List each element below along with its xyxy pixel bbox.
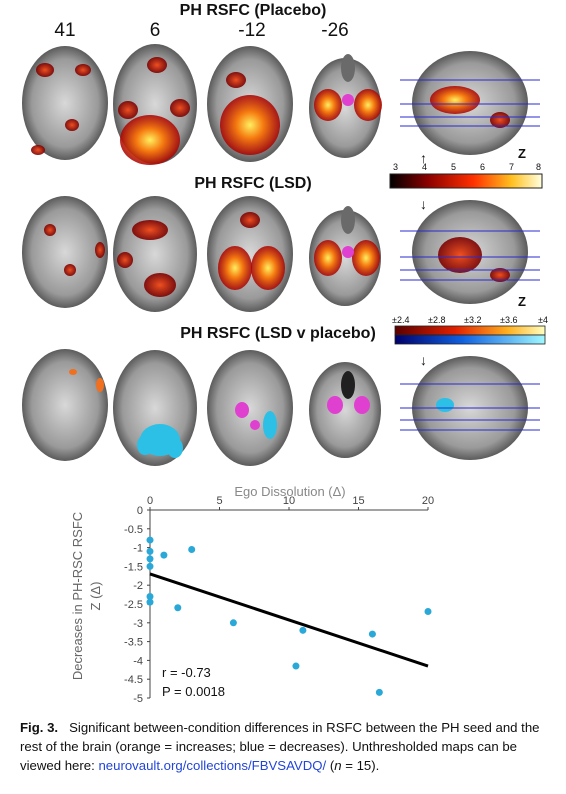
y-tick-label: -2.5	[124, 599, 143, 611]
colorbar-2-tick: ±2.8	[428, 315, 446, 325]
colorbar-2-negative	[394, 334, 546, 345]
y-tick-label: -1	[133, 543, 143, 555]
slice-label-neg12: -12	[238, 20, 266, 41]
y-tick-label: 0	[137, 505, 143, 517]
figure-caption: Fig. 3. Significant between-condition di…	[20, 718, 550, 775]
caption-label: Fig. 3.	[20, 720, 59, 735]
up-arrow-icon: ↑	[420, 150, 427, 166]
y-tick-label: -2	[133, 580, 143, 592]
y-axis-label-line2: Z (Δ)	[88, 582, 103, 611]
y-tick-label: -4	[133, 655, 143, 667]
colorbar-1-tick: 3	[393, 162, 399, 172]
data-point	[146, 598, 154, 606]
slice-label-neg26: -26	[321, 20, 349, 41]
x-tick-label: 15	[352, 495, 364, 507]
data-point	[174, 604, 182, 612]
caption-text: Significant between-condition difference…	[20, 720, 540, 773]
colorbar-1-tick: 4	[422, 162, 428, 172]
chart-axes: 0 5 10 15 20 0 -0.5 -1 -1.5 -2 -2.5 -3 -3.5 -4 -4.5 -5	[124, 495, 434, 705]
data-point	[375, 688, 383, 696]
data-point	[146, 562, 154, 570]
data-point	[160, 551, 168, 559]
colorbar-2-tick: ±4	[538, 315, 548, 325]
data-point	[292, 662, 300, 670]
x-tick-label: 0	[147, 495, 153, 507]
caption-n: n	[334, 758, 342, 773]
colorbar-1-tick: 6	[480, 162, 486, 172]
down-arrow-icon: ↓	[420, 352, 427, 368]
row2-brains	[22, 196, 540, 312]
colorbar-1-ticks: 3 4 5 6 7 8	[390, 162, 544, 174]
data-point	[146, 536, 154, 544]
colorbar-1-tick: 5	[451, 162, 457, 172]
data-point	[229, 619, 237, 627]
colorbar-1	[389, 173, 543, 189]
data-point	[146, 547, 154, 555]
y-axis-label-line1: Decreases in PH-RSC RSFC	[70, 512, 85, 680]
y-tick-label: -5	[133, 693, 143, 705]
y-tick-label: -1.5	[124, 561, 143, 573]
x-tick-label: 5	[216, 495, 222, 507]
y-tick-label: -3	[133, 618, 143, 630]
y-tick-label: -4.5	[124, 674, 143, 686]
colorbar-2-z-label: Z	[518, 294, 526, 309]
x-tick-label: 20	[422, 495, 434, 507]
neurovault-link[interactable]: neurovault.org/collections/FBVSAVDQ/	[98, 758, 327, 773]
chart-marks	[146, 536, 432, 696]
row2-title: PH RSFC (LSD)	[194, 175, 312, 192]
row3-brains	[22, 349, 540, 466]
data-point	[368, 630, 376, 638]
scatter-chart: Ego Dissolution (Δ) Decreases in PH-RSC …	[70, 484, 434, 705]
row1-title: PH RSFC (Placebo)	[179, 2, 327, 19]
caption-n-close: = 15).	[341, 758, 380, 773]
down-arrow-icon: ↓	[420, 196, 427, 212]
colorbar-2-tick: ±3.6	[500, 315, 518, 325]
caption-n-open: (	[326, 758, 335, 773]
y-tick-label: -0.5	[124, 524, 143, 536]
annotation-r: r = -0.73	[162, 665, 211, 680]
colorbar-1-tick: 7	[509, 162, 515, 172]
data-point	[188, 545, 196, 553]
colorbar-1-tick: 8	[536, 162, 542, 172]
slice-label-6: 6	[149, 20, 161, 41]
colorbar-2-ticks: ±2.4 ±2.8 ±3.2 ±3.6 ±4	[392, 315, 552, 327]
chart-title: Ego Dissolution (Δ)	[234, 484, 345, 499]
y-axis-label: Decreases in PH-RSC RSFC Z (Δ)	[70, 512, 103, 680]
colorbar-2-tick: ±2.4	[392, 315, 410, 325]
brain-map-figure	[22, 44, 546, 466]
regression-line	[149, 572, 429, 668]
data-point	[146, 592, 154, 600]
row1-brains	[22, 44, 540, 165]
data-point	[299, 626, 307, 634]
colorbar-2-tick: ±3.2	[464, 315, 482, 325]
annotation-p: P = 0.0018	[162, 684, 225, 699]
data-point	[146, 555, 154, 563]
x-tick-label: 10	[283, 495, 295, 507]
colorbar-1-z-label: Z	[518, 146, 526, 161]
row3-title: PH RSFC (LSD v placebo)	[180, 325, 376, 342]
y-tick-label: -3.5	[124, 637, 143, 649]
data-point	[424, 608, 432, 616]
slice-label-41: 41	[54, 20, 76, 41]
colorbar-2-positive	[394, 325, 546, 336]
